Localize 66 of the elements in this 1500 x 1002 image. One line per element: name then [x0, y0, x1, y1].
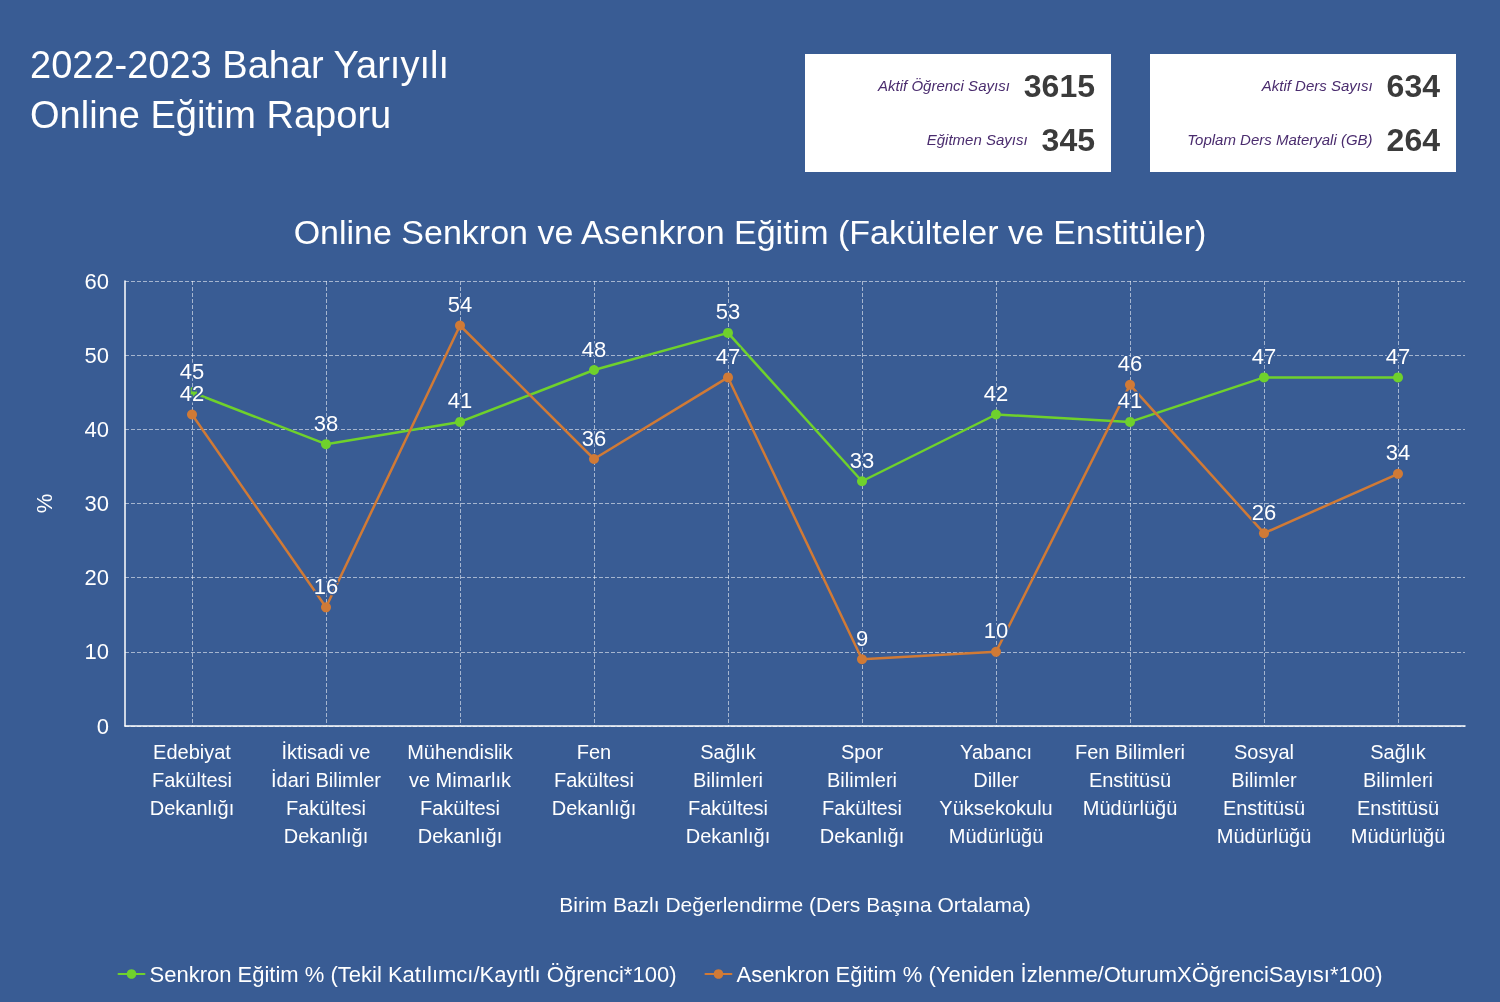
point — [589, 365, 599, 375]
data-label: 38 — [313, 410, 339, 436]
chart-title: Online Senkron ve Asenkron Eğitim (Fakülteler ve Enstitüler) — [293, 213, 1207, 251]
point — [1259, 528, 1269, 539]
point — [1125, 379, 1135, 390]
point — [589, 454, 599, 464]
category-label: Toplam Ders Materyali (GB) — [1187, 130, 1373, 150]
data-label: 47 — [715, 343, 741, 369]
category-label: Eğitmen Sayısı — [926, 130, 1028, 150]
y-tick-label: 30 — [84, 491, 109, 516]
point — [991, 409, 1001, 420]
data-label: 47 — [1385, 343, 1411, 369]
legend-label: Senkron Eğitim % (Tekil Katılımcı/Kayıtlı Öğrenci*100) — [149, 961, 677, 987]
y-tick-label: 50 — [84, 342, 109, 368]
point — [723, 372, 733, 383]
x-tick-label: Yabancı Diller Yüksekokulu Müdürlüğü — [939, 741, 1053, 847]
data-label: 48 — [581, 336, 607, 362]
x-tick-label: Mühendislik ve Mimarlık Fakültesi Dekanlığı — [407, 741, 514, 847]
point — [1393, 468, 1403, 479]
data-label: 34 — [1385, 440, 1411, 466]
point — [321, 439, 331, 450]
data-label: 9 — [855, 625, 869, 651]
data-label: 54 — [447, 292, 473, 317]
y-tick-label: 10 — [84, 639, 109, 665]
x-tick-label: İktisadi ve İdari Bilimler Fakültesi Dekanlığı — [270, 741, 382, 847]
data-label: 3615 — [1023, 68, 1095, 104]
text: 2022-2023 Bahar Yarıyılı Online Eğitim Raporu — [30, 43, 450, 138]
data-label: 53 — [715, 299, 741, 325]
data-label: 26 — [1251, 499, 1277, 525]
point — [187, 409, 197, 420]
data-label: 45 — [179, 358, 205, 384]
point — [455, 320, 465, 331]
x-tick-label: Fen Fakültesi Dekanlığı — [551, 741, 637, 819]
point — [857, 476, 867, 487]
x-tick-label: Sağlık Bilimleri Fakültesi Dekanlığı — [685, 741, 771, 847]
point — [455, 416, 465, 427]
point — [1259, 372, 1269, 383]
point — [1125, 416, 1135, 427]
x-axis-title: Birim Bazlı Değerlendirme (Ders Başına Ortalama) — [559, 893, 1031, 916]
y-tick-label: 60 — [84, 268, 109, 294]
data-label: 46 — [1117, 351, 1143, 377]
x-tick-label: Sağlık Bilimleri Enstitüsü Müdürlüğü — [1350, 741, 1446, 847]
data-label: 33 — [849, 447, 875, 473]
data-label: 634 — [1386, 68, 1440, 104]
x-tick-label: Fen Bilimleri Enstitüsü Müdürlüğü — [1074, 741, 1186, 819]
data-label: 264 — [1386, 122, 1440, 158]
x-tick-label: Sosyal Bilimler Enstitüsü Müdürlüğü — [1216, 741, 1312, 847]
point — [857, 654, 867, 665]
x-tick-label: Edebiyat Fakültesi Dekanlığı — [149, 741, 235, 819]
y-tick-label: 40 — [84, 416, 109, 442]
point — [321, 602, 331, 613]
category-label: Aktif Ders Sayısı — [1261, 76, 1373, 96]
data-label: 345 — [1041, 122, 1095, 158]
point — [723, 327, 733, 338]
y-axis-title: % — [31, 493, 57, 514]
data-label: 47 — [1251, 343, 1277, 369]
category-label: Aktif Öğrenci Sayısı — [878, 76, 1010, 96]
data-label: 36 — [581, 425, 607, 451]
legend-label: Asenkron Eğitim % (Yeniden İzlenme/OturumXÖğrenciSayısı*100) — [736, 961, 1383, 987]
x-tick-label: Spor Bilimleri Fakültesi Dekanlığı — [819, 741, 905, 847]
point — [1393, 372, 1403, 383]
data-label: 41 — [447, 388, 473, 414]
y-tick-label: 20 — [84, 565, 109, 591]
y-tick-label: 0 — [96, 713, 109, 739]
point — [991, 646, 1001, 657]
data-label: 42 — [983, 381, 1009, 406]
